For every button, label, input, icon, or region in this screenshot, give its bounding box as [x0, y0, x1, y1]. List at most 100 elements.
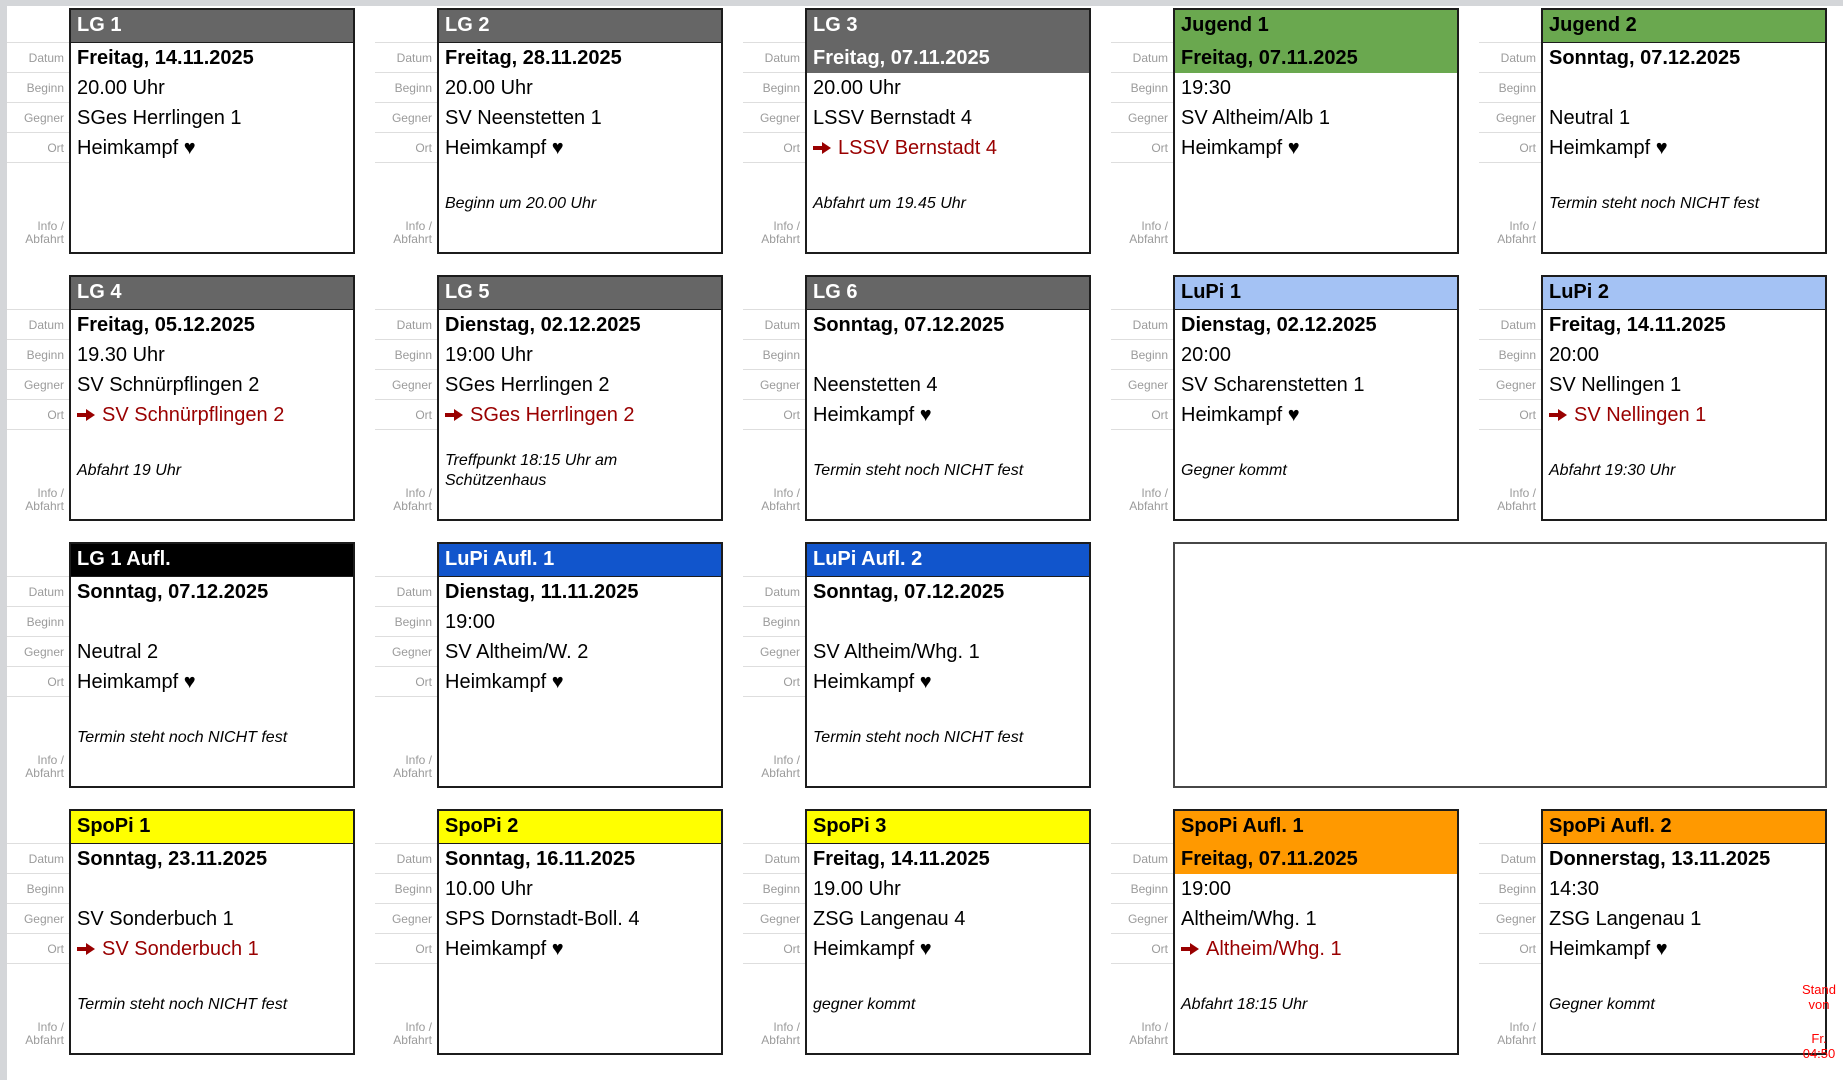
label-datum: Datum	[375, 310, 437, 340]
match-info: Beginn um 20.00 Uhr	[445, 194, 597, 212]
match-card: SpoPi Aufl. 1 Freitag, 07.11.2025 19:00 …	[1173, 809, 1459, 1055]
row-labels: Datum Beginn Gegner Ort Info / Abfahrt	[375, 809, 437, 1055]
row-labels: Datum Beginn Gegner Ort Info / Abfahrt	[7, 275, 69, 521]
label-gegner: Gegner	[375, 370, 437, 400]
label-spacer	[375, 275, 437, 310]
stand-note-day: Fr.	[1811, 1031, 1827, 1046]
match-location: Heimkampf ♥	[813, 938, 932, 960]
label-gegner: Gegner	[375, 904, 437, 934]
match-card: SpoPi 3 Freitag, 14.11.2025 19.00 Uhr ZS…	[805, 809, 1091, 1055]
label-gegner: Gegner	[1111, 904, 1173, 934]
match-location: Heimkampf ♥	[445, 938, 564, 960]
match-info: gegner kommt	[813, 995, 916, 1013]
match-card: LuPi 2 Freitag, 14.11.2025 20:00 SV Nell…	[1541, 275, 1827, 521]
label-ort: Ort	[7, 934, 69, 964]
label-info-abfahrt: Info / Abfahrt	[743, 964, 805, 1055]
match-date: Sonntag, 07.12.2025	[813, 314, 1005, 336]
match-date: Sonntag, 07.12.2025	[1549, 47, 1741, 69]
away-venue: SV Nellingen 1	[1574, 404, 1707, 426]
match-info: Abfahrt 19:30 Uhr	[1549, 461, 1676, 479]
label-spacer	[743, 542, 805, 577]
stand-note: Stand von Fr. 04:50	[1796, 982, 1842, 1061]
label-spacer	[1479, 275, 1541, 310]
row-labels: Datum Beginn Gegner Ort Info / Abfahrt	[743, 8, 805, 254]
match-card: LuPi 1 Dienstag, 02.12.2025 20:00 SV Sch…	[1173, 275, 1459, 521]
team-name: LG 1	[71, 10, 353, 43]
label-beginn: Beginn	[1479, 874, 1541, 904]
match-card: LuPi Aufl. 1 Dienstag, 11.11.2025 19:00 …	[437, 542, 723, 788]
schedule-cell: Datum Beginn Gegner Ort Info / Abfahrt S…	[7, 809, 375, 1055]
row-labels: Datum Beginn Gegner Ort Info / Abfahrt	[743, 542, 805, 788]
match-date: Freitag, 07.11.2025	[1175, 844, 1457, 874]
label-ort: Ort	[1111, 400, 1173, 430]
team-name: LuPi Aufl. 1	[439, 544, 721, 577]
match-time: 19:00	[445, 611, 496, 633]
label-beginn: Beginn	[7, 340, 69, 370]
label-info-line2: Abfahrt	[1497, 499, 1536, 513]
schedule-cell: Datum Beginn Gegner Ort Info / Abfahrt L…	[1479, 275, 1843, 521]
label-info-line1: Info /	[405, 219, 432, 233]
label-info-abfahrt: Info / Abfahrt	[743, 430, 805, 521]
label-info-abfahrt: Info / Abfahrt	[7, 964, 69, 1055]
match-card: LG 1 Aufl. Sonntag, 07.12.2025 Neutral 2…	[69, 542, 355, 788]
label-spacer	[1479, 8, 1541, 43]
schedule-cell: Datum Beginn Gegner Ort Info / Abfahrt S…	[1479, 809, 1843, 1055]
label-info-abfahrt: Info / Abfahrt	[1479, 964, 1541, 1055]
match-date: Sonntag, 07.12.2025	[77, 581, 269, 603]
label-info-line1: Info /	[37, 486, 64, 500]
match-opponent: ZSG Langenau 4	[813, 908, 966, 930]
team-name: SpoPi 1	[71, 811, 353, 844]
team-name: LG 1 Aufl.	[71, 544, 353, 577]
match-location: Altheim/Whg. 1	[1175, 934, 1457, 964]
team-name: LuPi 2	[1543, 277, 1825, 310]
match-date: Freitag, 07.11.2025	[807, 43, 1089, 73]
label-spacer	[1479, 809, 1541, 844]
schedule-cell: Datum Beginn Gegner Ort Info / Abfahrt L…	[7, 275, 375, 521]
label-info-abfahrt: Info / Abfahrt	[7, 163, 69, 254]
label-datum: Datum	[375, 43, 437, 73]
match-location: Heimkampf ♥	[1181, 137, 1300, 159]
label-spacer	[1111, 8, 1173, 43]
label-datum: Datum	[1479, 310, 1541, 340]
away-arrow-icon	[1549, 409, 1567, 421]
team-name: LG 2	[439, 10, 721, 43]
schedule-cell: Datum Beginn Gegner Ort Info / Abfahrt L…	[375, 8, 743, 254]
label-info-line2: Abfahrt	[1129, 232, 1168, 246]
label-gegner: Gegner	[1479, 103, 1541, 133]
label-gegner: Gegner	[7, 370, 69, 400]
match-info	[439, 697, 721, 786]
match-time	[71, 607, 353, 637]
match-info: Termin steht noch NICHT fest	[813, 728, 1024, 746]
label-gegner: Gegner	[743, 103, 805, 133]
team-name: LG 3	[807, 10, 1089, 43]
schedule-cell: Datum Beginn Gegner Ort Info / Abfahrt L…	[743, 8, 1111, 254]
label-beginn: Beginn	[375, 607, 437, 637]
label-datum: Datum	[1111, 844, 1173, 874]
row-labels: Datum Beginn Gegner Ort Info / Abfahrt	[375, 542, 437, 788]
row-labels: Datum Beginn Gegner Ort Info / Abfahrt	[743, 275, 805, 521]
label-datum: Datum	[7, 310, 69, 340]
team-name: SpoPi Aufl. 2	[1543, 811, 1825, 844]
label-beginn: Beginn	[7, 874, 69, 904]
label-ort: Ort	[1479, 934, 1541, 964]
label-gegner: Gegner	[375, 103, 437, 133]
label-info-line1: Info /	[37, 1020, 64, 1034]
away-arrow-icon	[813, 142, 831, 154]
label-beginn: Beginn	[743, 73, 805, 103]
label-beginn: Beginn	[743, 874, 805, 904]
match-opponent: Altheim/Whg. 1	[1181, 908, 1317, 930]
label-info-line1: Info /	[37, 219, 64, 233]
label-spacer	[7, 809, 69, 844]
label-datum: Datum	[743, 43, 805, 73]
match-date: Freitag, 14.11.2025	[813, 848, 990, 870]
label-datum: Datum	[1479, 844, 1541, 874]
label-spacer	[7, 542, 69, 577]
label-gegner: Gegner	[743, 637, 805, 667]
label-beginn: Beginn	[1479, 340, 1541, 370]
label-gegner: Gegner	[1479, 370, 1541, 400]
label-beginn: Beginn	[1111, 73, 1173, 103]
match-opponent: SV Altheim/Whg. 1	[813, 641, 980, 663]
label-ort: Ort	[7, 667, 69, 697]
match-info: Abfahrt 19 Uhr	[77, 461, 182, 479]
match-date: Sonntag, 16.11.2025	[445, 848, 636, 870]
